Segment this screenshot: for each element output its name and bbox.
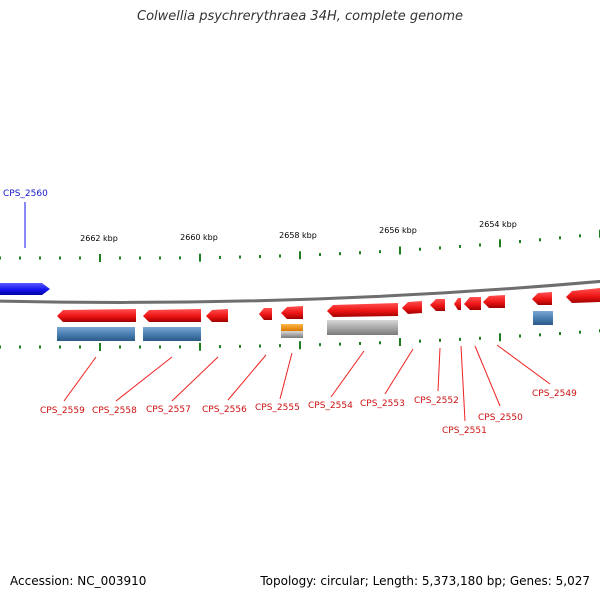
map-title: Colwellia psychrerythraea 34H, complete … — [137, 9, 463, 24]
feature-bar[interactable] — [143, 327, 201, 341]
genome-backbone — [0, 279, 600, 304]
gene-arrow[interactable] — [402, 301, 422, 314]
gene-arrow[interactable] — [259, 308, 272, 320]
feature-bar[interactable] — [281, 324, 303, 331]
ruler-label: 2662 kbp — [80, 234, 118, 243]
gene-label-cps-2554[interactable]: CPS_2554 — [308, 401, 353, 411]
feature-bar[interactable] — [57, 327, 135, 341]
gene-arrow[interactable] — [532, 292, 552, 305]
gene-label-cps-2559[interactable]: CPS_2559 — [40, 406, 85, 416]
feature-bar[interactable] — [327, 320, 398, 335]
leader-lines — [63, 344, 551, 422]
feature-track — [57, 311, 553, 341]
gene-label-cps-2556[interactable]: CPS_2556 — [202, 405, 247, 415]
gene-arrow[interactable] — [483, 295, 505, 308]
ruler-ticks-lower — [0, 329, 600, 351]
gene-arrow[interactable] — [57, 309, 136, 322]
gene-label-cps-2558[interactable]: CPS_2558 — [92, 406, 137, 416]
gene-label-cps-2551[interactable]: CPS_2551 — [442, 426, 487, 436]
gene-label-cps-2550[interactable]: CPS_2550 — [478, 413, 523, 423]
gene-label-cps-2553[interactable]: CPS_2553 — [360, 399, 405, 409]
ruler-label: 2656 kbp — [379, 226, 417, 235]
genome-summary-text: Topology: circular; Length: 5,373,180 bp… — [260, 574, 590, 588]
ruler-ticks-upper — [0, 229, 600, 262]
gene-label-cps-2549[interactable]: CPS_2549 — [532, 389, 577, 399]
gene-arrow[interactable] — [430, 299, 445, 311]
gene-arrow[interactable] — [281, 306, 303, 319]
gene-arrow[interactable] — [143, 309, 201, 322]
reverse-gene-arrows — [57, 288, 600, 322]
gene-label-cps-2560[interactable]: CPS_2560 — [3, 189, 48, 199]
gene-arrow[interactable] — [464, 297, 481, 310]
gene-arrow[interactable] — [206, 309, 228, 322]
gene-arrow[interactable] — [327, 303, 398, 317]
gene-arrow[interactable] — [566, 288, 600, 303]
gene-label-cps-2557[interactable]: CPS_2557 — [146, 405, 191, 415]
gene-arrow[interactable] — [454, 298, 461, 310]
gene-label-cps-2555[interactable]: CPS_2555 — [255, 403, 300, 413]
ruler-label: 2658 kbp — [279, 231, 317, 240]
feature-bar[interactable] — [281, 331, 303, 338]
ruler-label: 2660 kbp — [180, 233, 218, 242]
accession-text: Accession: NC_003910 — [10, 574, 147, 588]
ruler-label: 2654 kbp — [479, 220, 517, 229]
feature-bar[interactable] — [533, 311, 553, 325]
gene-arrow-forward[interactable] — [0, 283, 50, 295]
gene-label-cps-2552[interactable]: CPS_2552 — [414, 396, 459, 406]
